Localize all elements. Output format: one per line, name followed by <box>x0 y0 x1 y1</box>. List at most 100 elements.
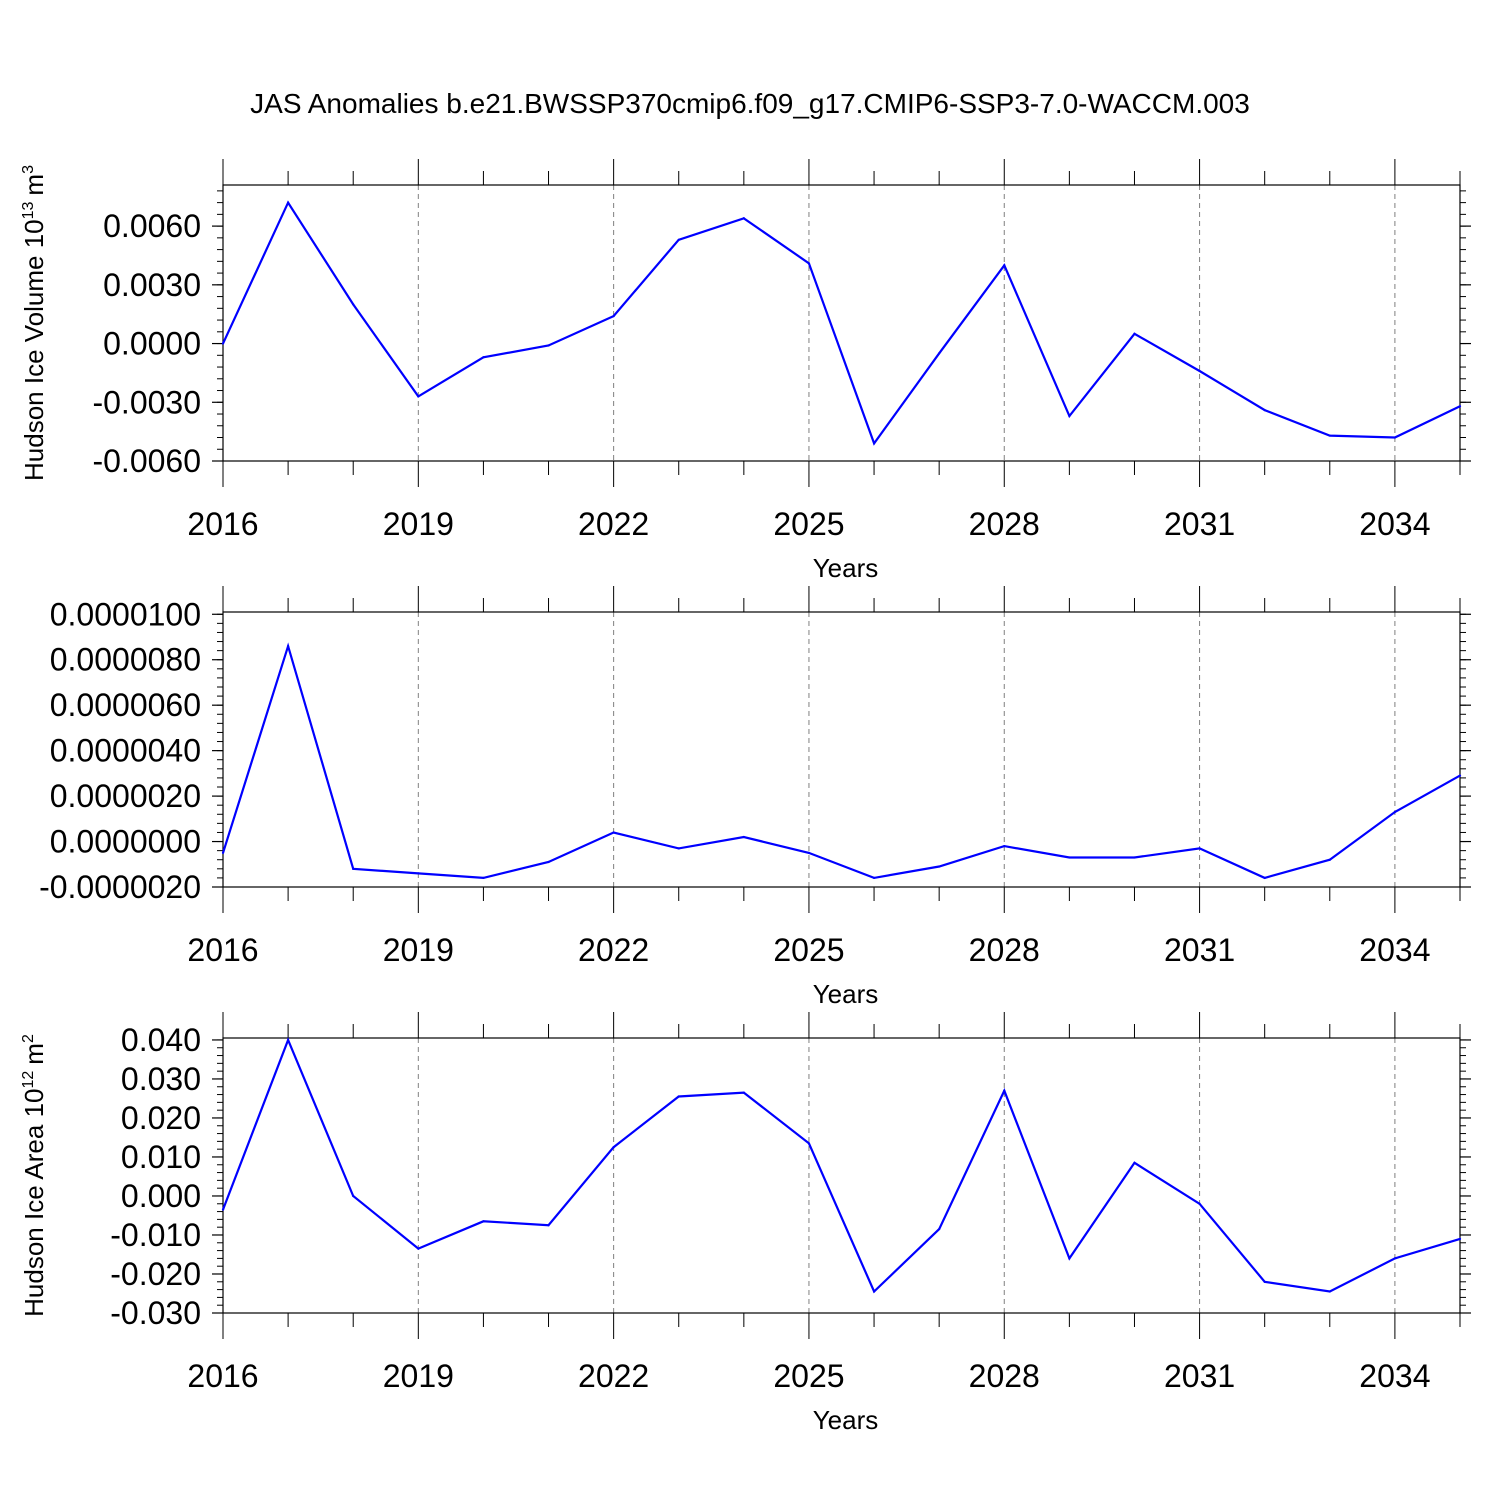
x-tick-label: 2019 <box>383 1358 454 1394</box>
x-tick-label: 2016 <box>187 1358 258 1394</box>
data-point <box>1393 436 1396 439</box>
x-tick-label: 2022 <box>578 1358 649 1394</box>
data-point <box>221 1208 225 1211</box>
data-point <box>1133 856 1136 859</box>
x-tick-label: 2034 <box>1359 506 1430 542</box>
data-point <box>1198 847 1201 850</box>
x-tick-label: 2031 <box>1164 1358 1235 1394</box>
chart-panel-3: 2016 2019 2022 2025 2028 2031 2034Years-0.030-… <box>19 1012 1471 1435</box>
x-axis-label: Years <box>813 1405 879 1435</box>
data-point <box>938 1228 941 1231</box>
data-point <box>1458 1237 1462 1240</box>
x-tick-label: 2019 <box>383 506 454 542</box>
x-tick-label: 2025 <box>773 932 844 968</box>
x-tick-label: 2022 <box>578 506 649 542</box>
x-tick-label: 2028 <box>969 932 1040 968</box>
y-tick-label: 0.0000 <box>103 326 201 362</box>
y-axis-label-ylabel-unit-sup: 2 <box>20 1034 37 1043</box>
data-point <box>677 238 680 241</box>
data-point <box>807 851 811 855</box>
data-point <box>872 442 876 445</box>
chart-panel-1: 2016 2019 2022 2025 2028 2031 2034 Years -0.0060… <box>19 159 1471 583</box>
data-point <box>938 352 941 355</box>
data-point <box>417 872 420 875</box>
data-point <box>1393 1257 1396 1260</box>
y-tick-label: 0.0000040 <box>50 733 201 769</box>
x-tick-label: 2025 <box>773 506 844 542</box>
y-axis-label-ylabel: Hudson Ice Volume 10 <box>19 219 49 481</box>
series-line <box>222 200 1461 446</box>
data-point <box>287 201 290 204</box>
data-point <box>872 1290 876 1293</box>
data-point <box>612 1146 615 1149</box>
data-point <box>1003 844 1006 848</box>
data-point <box>417 395 420 398</box>
data-point <box>1263 1280 1266 1283</box>
plot-frame <box>222 611 1461 888</box>
y-axis-label: Hudson Ice Volume 1013 m3 <box>19 165 49 481</box>
x-tick-label: 2022 <box>578 932 649 968</box>
y-tick-label: 0.0030 <box>103 267 201 303</box>
plot-frame <box>222 1037 1461 1314</box>
y-tick-label: 0.0000020 <box>50 778 201 814</box>
y-tick-label: -0.030 <box>110 1295 201 1331</box>
data-point <box>1393 810 1396 814</box>
y-tick-label: 0.030 <box>121 1061 201 1097</box>
data-point <box>1458 405 1462 408</box>
y-tick-label: 0.0000000 <box>50 824 201 860</box>
x-tick-label: 2031 <box>1164 506 1235 542</box>
data-point <box>482 876 485 880</box>
data-point <box>1328 434 1331 437</box>
x-tick-label: 2019 <box>383 932 454 968</box>
figure-title: JAS Anomalies b.e21.BWSSP370cmip6.f09_g1… <box>250 88 1250 119</box>
x-tick-label: 2028 <box>969 1358 1040 1394</box>
x-axis-label: Years <box>813 553 879 583</box>
x-tick-label: 2034 <box>1359 932 1430 968</box>
x-tick-label: 2034 <box>1359 1358 1430 1394</box>
y-axis-label-ylabel-unit: m <box>19 1043 49 1065</box>
y-axis-label-ylabel-sup: 13 <box>20 201 37 219</box>
x-axis-label: Years <box>813 979 879 1009</box>
data-point <box>352 303 355 306</box>
x-tick-label: 2016 <box>187 932 258 968</box>
y-tick-label: 0.020 <box>121 1100 201 1136</box>
y-tick-label: -0.0030 <box>92 384 201 420</box>
data-point <box>938 865 941 868</box>
data-point <box>1198 1202 1201 1205</box>
data-point <box>677 847 680 850</box>
y-tick-label: -0.020 <box>110 1256 201 1292</box>
data-point <box>677 1095 680 1098</box>
data-point <box>1003 1089 1006 1092</box>
data-point <box>807 1142 811 1145</box>
data-point <box>612 831 615 834</box>
x-tick-label: 2028 <box>969 506 1040 542</box>
x-tick-label: 2016 <box>187 506 258 542</box>
data-point <box>1263 409 1266 412</box>
data-point <box>1458 774 1462 777</box>
data-point <box>482 356 485 359</box>
data-point <box>1133 1161 1136 1164</box>
data-point <box>221 851 225 855</box>
x-tick-label: 2025 <box>773 1358 844 1394</box>
y-axis-label: Hudson Ice Area 1012 m2 <box>19 1034 49 1317</box>
y-tick-label: -0.0060 <box>92 443 201 479</box>
data-point <box>1198 369 1201 373</box>
data-point <box>221 342 225 345</box>
data-point <box>1068 856 1071 859</box>
data-point <box>547 860 550 864</box>
data-point <box>1068 414 1071 418</box>
data-point <box>482 1220 485 1223</box>
y-tick-label: 0.040 <box>121 1022 201 1058</box>
data-point <box>872 876 876 880</box>
data-point <box>1328 1290 1331 1293</box>
y-tick-label: -0.010 <box>110 1217 201 1253</box>
data-point <box>1003 264 1006 267</box>
data-point <box>1133 332 1136 335</box>
y-axis-label-ylabel-sup: 12 <box>20 1071 37 1089</box>
chart-panel-2: 2016 2019 2022 2025 2028 2031 2034 Years -0.0000… <box>39 586 1471 1009</box>
series-line <box>221 1037 1461 1294</box>
y-axis-label-ylabel: Hudson Ice Area 10 <box>19 1088 49 1316</box>
data-point <box>547 344 550 347</box>
data-point <box>352 867 355 870</box>
